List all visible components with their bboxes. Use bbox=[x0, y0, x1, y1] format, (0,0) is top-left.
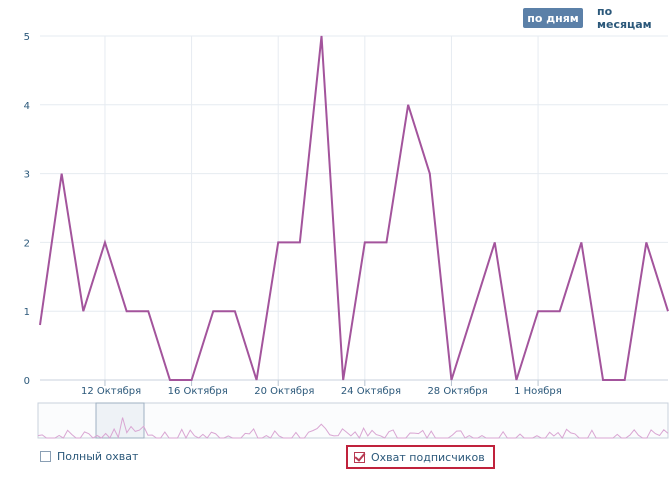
subscribers-reach-checkbox[interactable]: Охват подписчиков bbox=[346, 445, 495, 469]
y-tick-label: 0 bbox=[24, 376, 30, 387]
navigator-window bbox=[95, 402, 145, 439]
y-tick-label: 4 bbox=[24, 101, 30, 112]
x-tick-label: 1 Ноября bbox=[514, 386, 562, 397]
x-tick-label: 16 Октября bbox=[168, 386, 228, 397]
navigator-sparkline bbox=[37, 417, 669, 440]
x-tick-label: 28 Октября bbox=[427, 386, 487, 397]
grid bbox=[40, 35, 668, 381]
x-tick-label: 12 Октября bbox=[81, 386, 141, 397]
range-navigator[interactable] bbox=[37, 402, 669, 440]
series-line bbox=[39, 35, 669, 381]
x-axis: 12 Октября 16 Октября 20 Октября 24 Октября… bbox=[40, 379, 668, 397]
y-axis: 0 1 2 3 4 5 bbox=[24, 32, 30, 387]
y-tick-label: 1 bbox=[24, 307, 30, 318]
y-tick-label: 2 bbox=[24, 238, 30, 249]
y-tick-label: 5 bbox=[24, 32, 30, 43]
by-day-button[interactable]: по дням bbox=[523, 8, 583, 28]
checkbox-checked-icon bbox=[354, 451, 365, 463]
subscribers-reach-label: Охват подписчиков bbox=[371, 450, 485, 464]
full-reach-label: Полный охват bbox=[57, 450, 139, 463]
x-tick-label: 20 Октября bbox=[254, 386, 314, 397]
series-layer bbox=[39, 35, 669, 381]
y-tick-label: 3 bbox=[24, 170, 30, 181]
x-tick-label: 24 Октября bbox=[341, 386, 401, 397]
reach-chart: 0 1 2 3 4 5 12 Октября 16 Октября 20 Октября 24 … bbox=[24, 32, 669, 440]
full-reach-checkbox[interactable]: Полный охват bbox=[40, 450, 138, 463]
checkbox-empty-icon bbox=[40, 451, 51, 462]
by-month-link[interactable]: по месяцам bbox=[597, 5, 652, 31]
